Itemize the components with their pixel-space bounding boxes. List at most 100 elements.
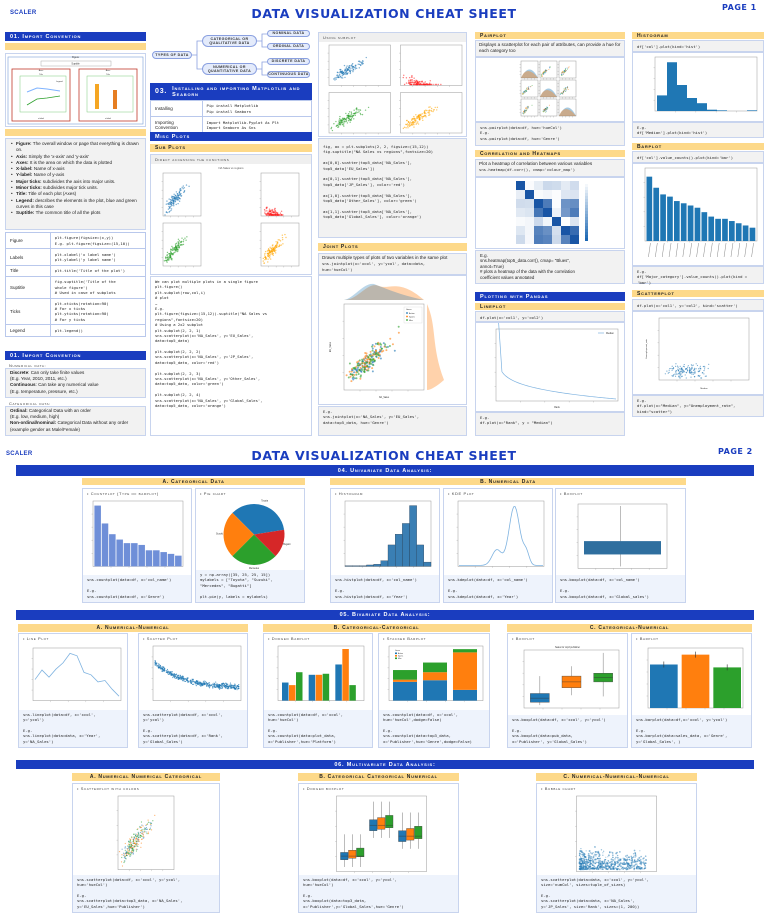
plot-frame — [558, 98, 577, 117]
scatter-point — [335, 78, 337, 80]
scatter-point — [278, 214, 280, 216]
kde — [540, 90, 557, 97]
definition-item: Continuous: Can take any numerical value — [10, 382, 141, 388]
scatter-point — [271, 210, 273, 212]
countplot-panel: • Countplot (Type of barplot) sns.countp… — [82, 488, 192, 603]
scatter-point — [690, 376, 692, 378]
plot-text: Suzuki — [216, 534, 223, 536]
heatmap-cell — [516, 181, 525, 190]
scatter-point — [183, 187, 185, 189]
scatter-point — [403, 74, 405, 76]
bubble-image — [575, 795, 657, 874]
bubble — [607, 868, 609, 870]
colorbar-segment — [585, 199, 588, 202]
scatter-point — [149, 821, 151, 824]
code-line: sns.barplot(data=df,x='xcol', y='ycol') — [636, 717, 728, 722]
scatter-point — [268, 211, 271, 213]
heatmap-cell — [534, 199, 543, 208]
plot-text: Axes — [39, 69, 43, 72]
scatter-point — [354, 68, 357, 70]
plot-label-text: Barplot — [639, 636, 659, 641]
bubble — [644, 867, 646, 869]
scatter-point — [363, 366, 366, 369]
scatter-point — [143, 829, 145, 831]
axes-subplot-code: fig, ax = plt.subplots(2, 2, figsize=(15… — [318, 138, 467, 238]
code-line: coefficient values annotated — [480, 274, 535, 280]
bubble — [591, 858, 594, 861]
boxplot-image — [576, 503, 668, 570]
scatter-point — [262, 257, 265, 260]
scatter-point — [166, 200, 168, 202]
scatter-point — [430, 110, 433, 112]
scatter-point — [338, 118, 341, 120]
bubble — [630, 855, 633, 858]
scatter-point — [141, 830, 143, 832]
scatter-point — [359, 363, 362, 366]
scatter-point — [173, 248, 176, 251]
scatter-point — [209, 683, 211, 685]
scatter-point — [230, 685, 232, 687]
bubble — [633, 855, 635, 857]
row-label: Importing Convention — [150, 116, 203, 134]
countplot-image — [91, 500, 184, 568]
bubble — [611, 866, 614, 868]
scatter-point — [691, 365, 693, 367]
marginal-kde — [344, 285, 424, 300]
scatter-point — [391, 343, 394, 346]
scatter-point — [265, 256, 267, 259]
bubble — [617, 863, 619, 865]
definition-item: Legend: describes the elements in the pl… — [10, 198, 141, 211]
scatter-point — [677, 370, 680, 372]
scatter-point — [561, 75, 563, 77]
row-label: Suptitle — [5, 275, 51, 299]
scatter-point — [419, 81, 421, 83]
scatter-point — [173, 252, 175, 254]
line-series — [34, 652, 120, 697]
bubble — [635, 860, 638, 863]
code-line: df['Median'].plot(kind='hist') — [637, 130, 708, 136]
plot-text: Misc — [398, 658, 402, 660]
scatter-point — [171, 195, 174, 198]
bubble — [634, 856, 636, 858]
row-label: Installing — [150, 99, 203, 118]
plot-label-text: Dodged Barplot — [271, 636, 310, 641]
scatter-point — [409, 79, 412, 82]
boxplot-panel: • Boxplot Sales for top3 publisher sns.b… — [507, 633, 628, 748]
scatter-point — [136, 840, 138, 843]
scatter-point — [267, 261, 269, 263]
scatter-point — [339, 121, 341, 123]
axis-region — [19, 75, 67, 113]
bubble — [621, 862, 623, 864]
scatter-point — [142, 831, 144, 833]
scatter-point — [692, 371, 694, 374]
scatter-point — [338, 74, 341, 76]
scatter-point — [356, 371, 359, 374]
heatmap-cell — [534, 226, 543, 235]
scatter-point — [231, 685, 233, 687]
definition: (E.g. temperature, pressure, etc.) — [10, 388, 78, 394]
bubble — [611, 854, 614, 857]
bubble — [644, 862, 646, 864]
scatter-point — [359, 366, 362, 369]
scatter-point — [165, 670, 167, 672]
scatter-point — [218, 687, 220, 689]
bubble — [631, 867, 633, 869]
scatter-point — [177, 244, 179, 247]
scatter-point — [143, 836, 145, 838]
scatter-point — [263, 209, 266, 211]
scatter-image — [151, 645, 242, 703]
node-categorical: Categorical or Qualitative Data — [202, 35, 257, 47]
code-line: E.g. — [637, 125, 647, 130]
bubble — [583, 852, 586, 855]
scatter-point — [130, 842, 132, 844]
plot-label-text: Histogram — [338, 491, 363, 496]
colorbar-segment — [585, 190, 588, 193]
bubble — [643, 860, 645, 862]
scatter-point — [146, 828, 148, 830]
heatmap-cell — [570, 217, 579, 226]
scatter-point — [707, 367, 709, 370]
bubble — [588, 849, 591, 852]
bubble — [601, 866, 604, 869]
scatter-point — [397, 325, 400, 328]
node-discrete: Discrete Data — [267, 58, 310, 65]
